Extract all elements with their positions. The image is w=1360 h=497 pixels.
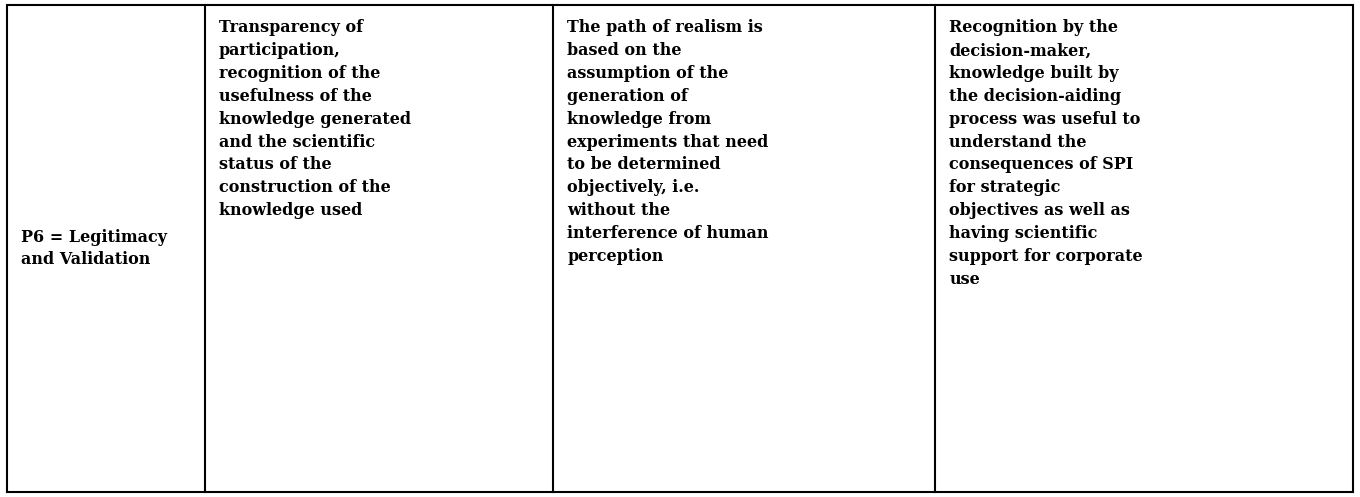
Text: P6 = Legitimacy
and Validation: P6 = Legitimacy and Validation: [20, 229, 167, 268]
Text: Transparency of
participation,
recognition of the
usefulness of the
knowledge ge: Transparency of participation, recogniti…: [219, 19, 411, 219]
Text: Recognition by the
decision-maker,
knowledge built by
the decision-aiding
proces: Recognition by the decision-maker, knowl…: [949, 19, 1142, 288]
Text: The path of realism is
based on the
assumption of the
generation of
knowledge fr: The path of realism is based on the assu…: [567, 19, 768, 265]
